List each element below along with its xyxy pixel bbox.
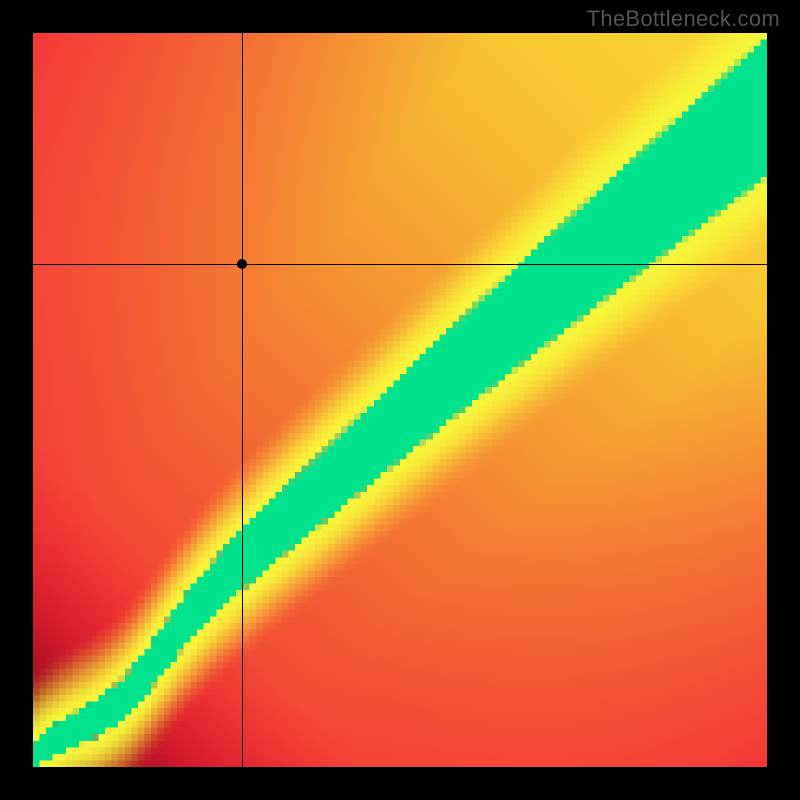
watermark-text: TheBottleneck.com: [587, 6, 780, 32]
chart-container: TheBottleneck.com: [0, 0, 800, 800]
crosshair-vertical: [242, 33, 243, 767]
crosshair-horizontal: [33, 264, 767, 265]
bottleneck-heatmap: [33, 33, 767, 767]
